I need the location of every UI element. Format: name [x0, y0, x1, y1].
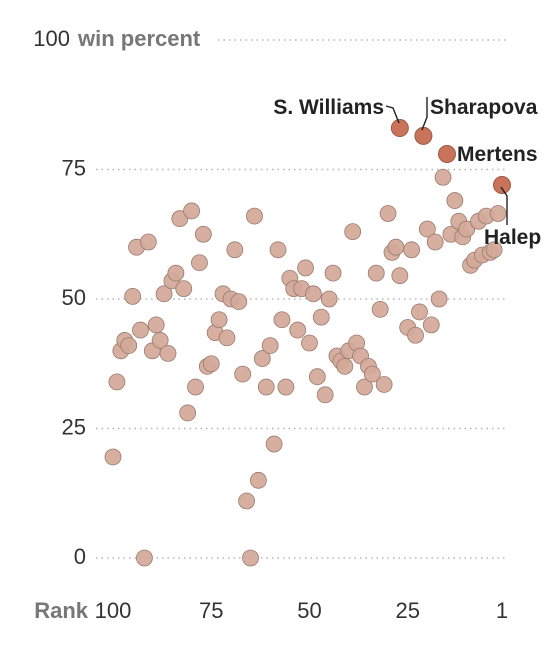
data-point	[312, 308, 330, 326]
data-point	[422, 316, 440, 334]
x-axis-title: Rank	[34, 598, 89, 623]
x-tick-label: 25	[395, 598, 419, 623]
y-tick-label: 0	[74, 544, 86, 569]
data-point	[234, 365, 252, 383]
data-point	[301, 334, 318, 352]
data-point	[489, 205, 507, 222]
data-point	[147, 316, 165, 334]
highlighted-players: S. Williams Sharapova Mertens Halep	[273, 96, 541, 249]
highlighted-point	[414, 126, 433, 145]
data-point	[297, 259, 314, 277]
data-point	[246, 207, 263, 225]
data-point	[136, 549, 153, 567]
data-point	[407, 326, 424, 344]
data-point	[485, 241, 503, 259]
data-point	[139, 233, 157, 251]
data-point	[253, 350, 271, 367]
halep-leader-line	[500, 186, 508, 225]
x-axis: Rank 100 75 50 25 1	[34, 598, 508, 623]
data-point	[230, 293, 248, 310]
data-point	[289, 321, 307, 339]
data-point	[175, 280, 193, 298]
data-point	[124, 288, 142, 305]
data-point	[304, 285, 322, 303]
data-point	[458, 220, 476, 238]
data-point	[171, 210, 189, 228]
x-tick-label: 75	[199, 598, 223, 623]
data-point	[187, 378, 204, 396]
data-point	[363, 365, 381, 383]
y-tick-label: 25	[62, 414, 86, 439]
data-point	[202, 355, 220, 373]
data-point	[344, 223, 362, 241]
data-point	[320, 290, 338, 308]
data-point	[159, 344, 177, 362]
data-point	[179, 404, 197, 422]
data-point	[261, 337, 279, 355]
data-point	[308, 368, 326, 386]
y-tick-label: 100	[33, 26, 70, 51]
data-point	[316, 386, 334, 404]
highlighted-point	[437, 144, 456, 163]
data-point	[379, 205, 397, 222]
data-point	[167, 264, 185, 282]
x-tick-label: 1	[496, 598, 508, 623]
s-williams-label: S. Williams	[273, 96, 384, 119]
data-point	[269, 241, 287, 259]
data-point	[426, 233, 444, 251]
x-tick-label: 100	[95, 598, 132, 623]
data-point	[371, 300, 389, 318]
data-point	[257, 378, 275, 396]
data-point	[356, 378, 373, 396]
data-point	[430, 290, 448, 308]
y-unit-label: win percent	[77, 26, 201, 51]
data-point	[434, 168, 452, 186]
data-point	[324, 264, 342, 282]
data-point	[418, 220, 436, 238]
data-point	[155, 285, 173, 303]
data-point	[183, 202, 200, 220]
mertens-label: Mertens	[457, 143, 538, 166]
data-point	[446, 192, 464, 209]
data-point	[151, 332, 169, 349]
s-williams-leader-line	[385, 105, 400, 124]
data-point	[108, 373, 126, 391]
data-point	[375, 376, 393, 393]
y-tick-label: 50	[62, 285, 86, 310]
data-point	[367, 264, 385, 282]
highlighted-point	[493, 176, 511, 195]
data-point	[387, 238, 405, 256]
data-point	[218, 329, 236, 347]
data-point	[273, 311, 291, 329]
data-point	[104, 448, 122, 466]
data-point	[132, 321, 149, 339]
data-point	[265, 435, 283, 453]
x-tick-label: 50	[297, 598, 321, 623]
data-point	[391, 267, 409, 285]
data-point	[226, 241, 244, 259]
data-point	[191, 254, 208, 272]
data-point	[194, 225, 212, 243]
halep-label: Halep	[484, 226, 541, 249]
data-point	[242, 549, 259, 567]
y-tick-label: 75	[62, 155, 86, 180]
data-point	[238, 492, 255, 510]
highlighted-point	[390, 119, 409, 138]
data-point	[411, 303, 428, 321]
data-point	[249, 471, 267, 489]
sharapova-label: Sharapova	[430, 96, 538, 119]
data-points	[104, 168, 507, 567]
data-point	[277, 378, 295, 396]
sharapova-leader-line	[421, 97, 428, 131]
y-axis-tick-labels: 100 win percent 75 50 25 0	[33, 26, 201, 569]
data-point	[210, 311, 228, 329]
data-point	[403, 241, 421, 259]
data-point	[120, 337, 138, 355]
data-point	[336, 357, 354, 375]
